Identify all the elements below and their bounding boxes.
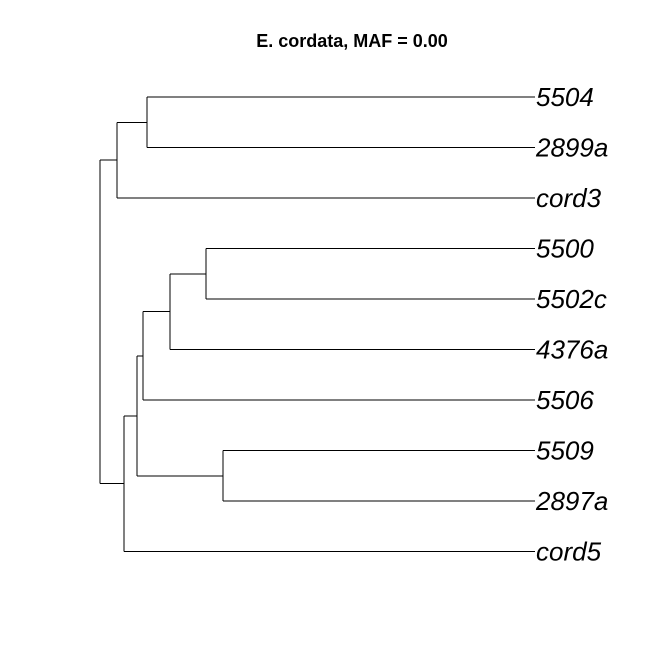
tip-label: cord3 (536, 183, 602, 213)
tip-label: 5504 (536, 82, 594, 112)
tip-label: 5500 (536, 234, 594, 264)
tip-label: 4376a (536, 335, 608, 365)
chart-title: E. cordata, MAF = 0.00 (256, 31, 448, 51)
tip-labels: 5504 2899a cord3 5500 5502c 4376a 5506 5509 2897… (535, 82, 608, 567)
tip-label: 2899a (535, 133, 608, 163)
tree-branches (99, 96, 535, 552)
tip-label: cord5 (536, 537, 602, 567)
tip-label: 5502c (536, 284, 607, 314)
tip-label: 5509 (536, 436, 594, 466)
tip-label: 2897a (535, 486, 608, 516)
tip-label: 5506 (536, 385, 594, 415)
